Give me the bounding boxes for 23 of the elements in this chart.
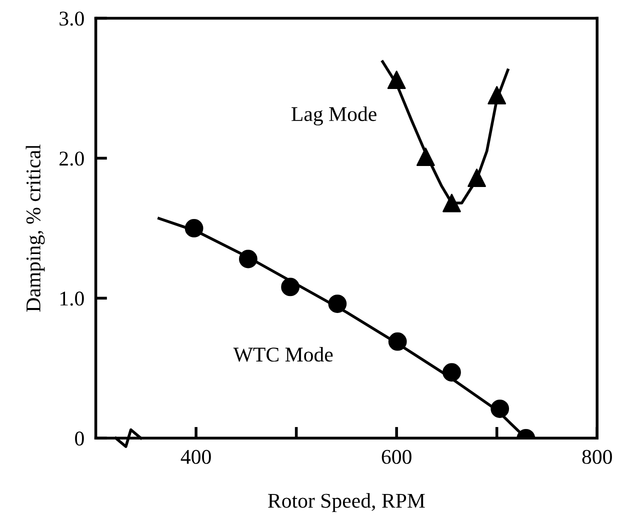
x-tick-label: 600 — [382, 450, 412, 464]
x-tick-label: 800 — [582, 450, 612, 464]
point — [238, 250, 258, 268]
point — [490, 400, 510, 418]
point — [468, 168, 486, 188]
y-tick-label: 1.0 — [60, 292, 84, 306]
x-axis-title: Rotor Speed, RPM — [268, 493, 425, 512]
series-label: Lag Mode — [292, 106, 376, 126]
point — [281, 278, 300, 296]
x-tick-label: 400 — [180, 450, 211, 464]
y-tick-label: 3.0 — [60, 12, 84, 26]
point — [416, 148, 435, 166]
point — [442, 194, 461, 212]
point — [387, 70, 406, 90]
series-label: WTC Mode — [233, 346, 333, 362]
point — [388, 332, 407, 351]
point — [328, 294, 347, 313]
point — [488, 86, 506, 104]
y-tick-label: 2.0 — [60, 152, 84, 166]
y-tick-label: 0 — [75, 432, 84, 446]
point — [442, 363, 461, 382]
point — [184, 219, 204, 238]
y-axis-title: Damping, % critical — [26, 144, 45, 312]
